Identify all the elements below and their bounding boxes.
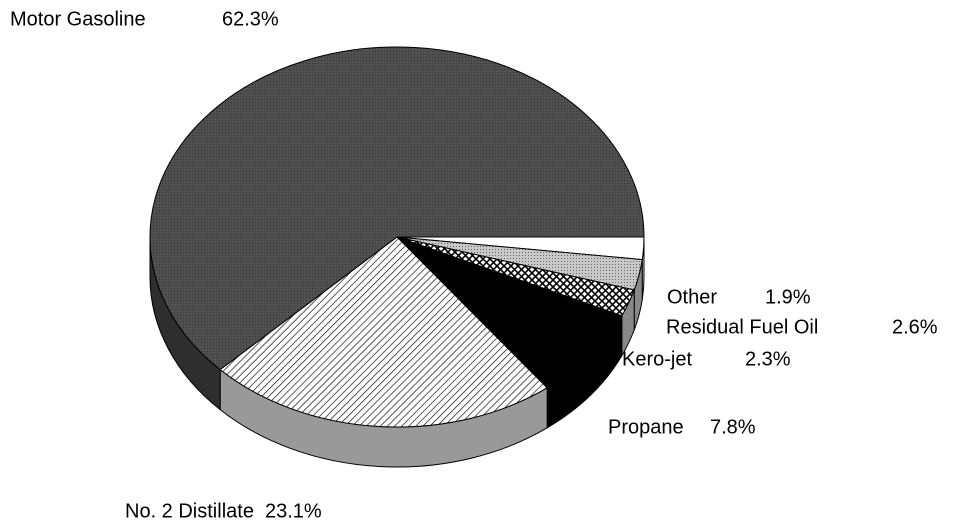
slice-label: Kero-jet <box>622 348 692 370</box>
value-label: 23.1% <box>265 500 322 522</box>
slice <box>149 46 645 371</box>
value-label: 2.6% <box>892 316 938 338</box>
value-label: 1.9% <box>765 286 811 308</box>
slice <box>396 236 623 389</box>
value-label: 62.3% <box>222 8 279 30</box>
slice-label: Propane <box>608 416 684 438</box>
slice-label: Residual Fuel Oil <box>666 316 818 338</box>
value-label: 2.3% <box>745 348 791 370</box>
slice <box>219 236 548 428</box>
value-label: 7.8% <box>710 416 756 438</box>
slice-label: Motor Gasoline <box>10 8 146 30</box>
slice-label: Other <box>667 286 717 308</box>
slice-label: No. 2 Distillate <box>125 500 254 522</box>
